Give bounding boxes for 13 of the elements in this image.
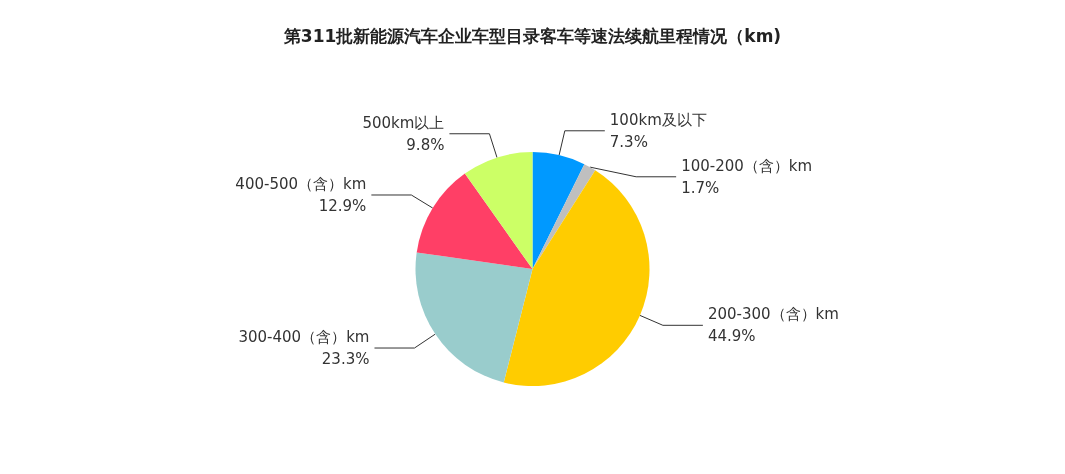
slice-label: 500km以上 [362,113,445,132]
data-label: 7.3% [609,132,648,151]
slice-label: 300-400（含）km [238,328,370,347]
slice-label: 400-500（含）km [235,174,367,193]
data-label: 23.3% [321,350,370,369]
chart-title: 第311批新能源汽车企业车型目录客车等速法续航里程情况（km) [282,25,782,46]
data-label: 1.7% [681,178,720,197]
slice-label: 100km及以下 [609,110,707,129]
data-label: 9.8% [406,135,445,154]
data-label: 44.9% [707,327,756,346]
data-label: 12.9% [318,196,367,215]
slice-label: 100-200（含）km [681,156,813,175]
slice-label: 200-300（含）km [707,305,839,324]
